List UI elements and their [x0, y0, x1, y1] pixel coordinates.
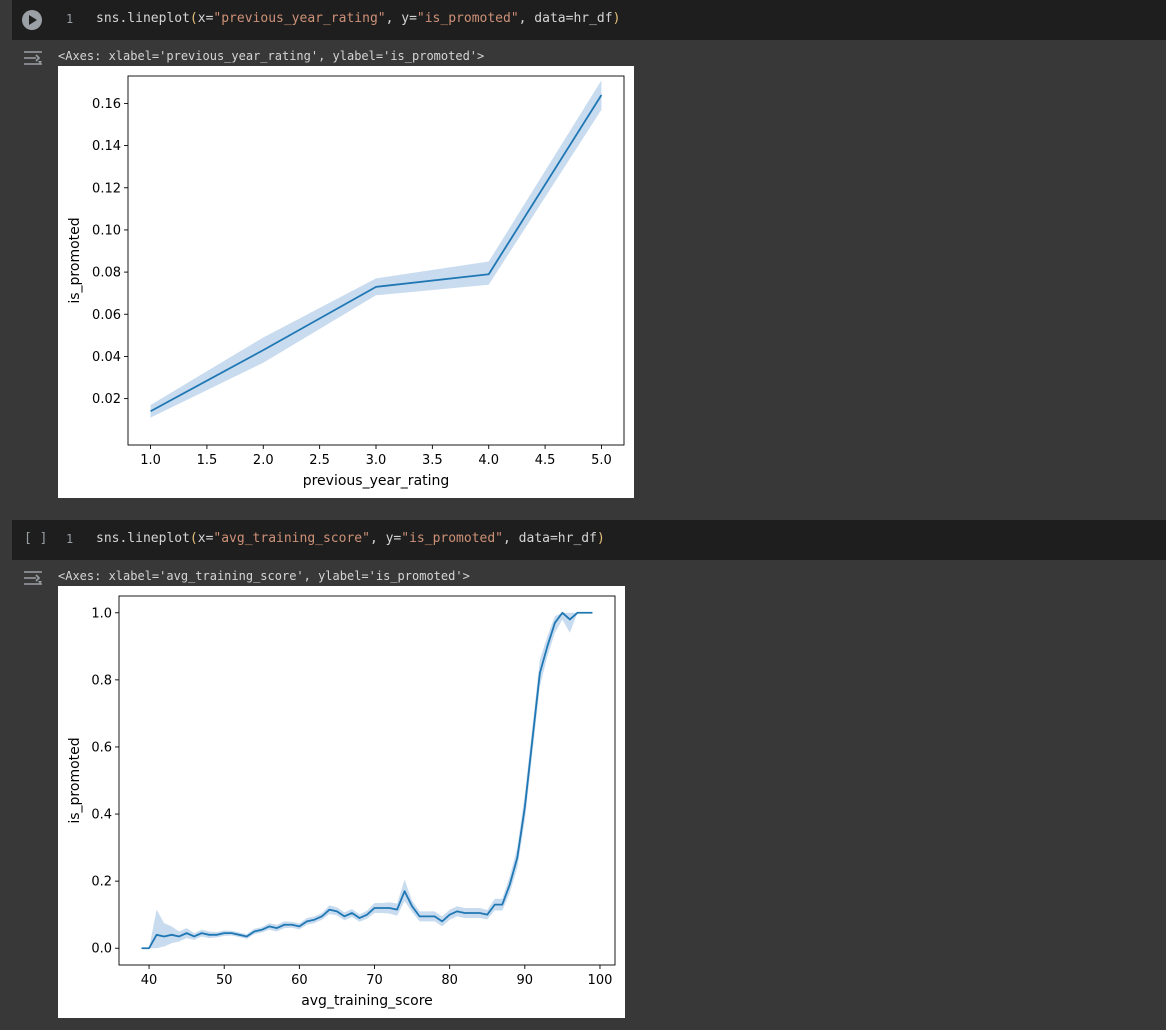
x-tick-label: 5.0 [591, 453, 612, 468]
y-tick-label: 0.14 [92, 139, 121, 154]
run-cell-button[interactable] [22, 10, 42, 30]
code-editor-1[interactable]: 1 sns.lineplot(x="previous_year_rating",… [12, 0, 1166, 40]
code-editor-2[interactable]: [ ] 1 sns.lineplot(x="avg_training_score… [12, 520, 1166, 560]
output-menu-icon[interactable] [22, 48, 44, 68]
y-tick-label: 0.10 [92, 223, 121, 238]
y-tick-label: 0.02 [92, 392, 121, 407]
output-menu-icon[interactable] [22, 568, 44, 588]
y-axis-label: is_promoted [67, 217, 83, 303]
y-tick-label: 0.16 [92, 97, 121, 112]
plot-figure-2: 40 50 60 70 80 90 100 0.0 0.2 0.4 0.6 0.8 1.0 avg_tra… [58, 586, 625, 1018]
x-axis-label: previous_year_rating [303, 473, 450, 489]
run-cell-indicator[interactable]: [ ] [24, 531, 48, 546]
x-axis-label: avg_training_score [301, 993, 433, 1009]
y-axis-label: is_promoted [67, 737, 83, 823]
y-tick-label: 0.06 [92, 308, 121, 323]
code-cell-1: 1 sns.lineplot(x="previous_year_rating",… [12, 0, 1166, 500]
y-tick-label: 0.6 [91, 740, 112, 755]
code-text[interactable]: sns.lineplot(x="previous_year_rating", y… [96, 11, 621, 26]
confidence-band [150, 80, 602, 418]
x-tick-label: 4.5 [535, 453, 556, 468]
x-tick-label: 3.0 [366, 453, 387, 468]
x-tick-label: 3.5 [422, 453, 443, 468]
y-tick-label: 0.8 [91, 673, 112, 688]
y-tick-label: 0.0 [91, 942, 112, 957]
axes-frame [118, 595, 616, 966]
code-cell-2: [ ] 1 sns.lineplot(x="avg_training_score… [12, 520, 1166, 1020]
x-tick-label: 50 [216, 973, 233, 988]
output-text: <Axes: xlabel='avg_training_score', ylab… [58, 569, 470, 583]
series-line [141, 611, 593, 950]
x-tick-label: 100 [588, 973, 613, 988]
y-tick-label: 0.04 [92, 350, 121, 365]
x-tick-label: 80 [441, 973, 458, 988]
x-tick-label: 40 [141, 973, 158, 988]
x-tick-label: 2.5 [309, 453, 330, 468]
x-tick-label: 1.5 [197, 453, 218, 468]
y-tick-label: 0.4 [91, 808, 112, 823]
line-chart-1: 1.0 1.5 2.0 2.5 3.0 3.5 4.0 4.5 5.0 0.02 0.04 0.06 0… [67, 75, 625, 489]
x-tick-label: 60 [291, 973, 308, 988]
plot-figure-1: 1.0 1.5 2.0 2.5 3.0 3.5 4.0 4.5 5.0 0.02 0.04 0.06 0… [58, 66, 634, 498]
y-tick-label: 0.08 [92, 266, 121, 281]
x-tick-label: 90 [517, 973, 534, 988]
y-tick-label: 0.2 [91, 875, 112, 890]
confidence-band [141, 612, 593, 949]
series-line [150, 94, 603, 413]
line-number: 1 [66, 12, 74, 26]
line-chart-2: 40 50 60 70 80 90 100 0.0 0.2 0.4 0.6 0.8 1.0 avg_tra… [67, 595, 616, 1009]
output-text: <Axes: xlabel='previous_year_rating', yl… [58, 49, 485, 63]
x-tick-label: 2.0 [253, 453, 274, 468]
y-tick-label: 0.12 [92, 181, 121, 196]
y-tick-label: 1.0 [91, 606, 112, 621]
x-tick-label: 1.0 [140, 453, 161, 468]
line-number: 1 [66, 532, 74, 546]
code-text[interactable]: sns.lineplot(x="avg_training_score", y="… [96, 531, 605, 546]
x-tick-label: 4.0 [478, 453, 499, 468]
x-tick-label: 70 [366, 973, 383, 988]
